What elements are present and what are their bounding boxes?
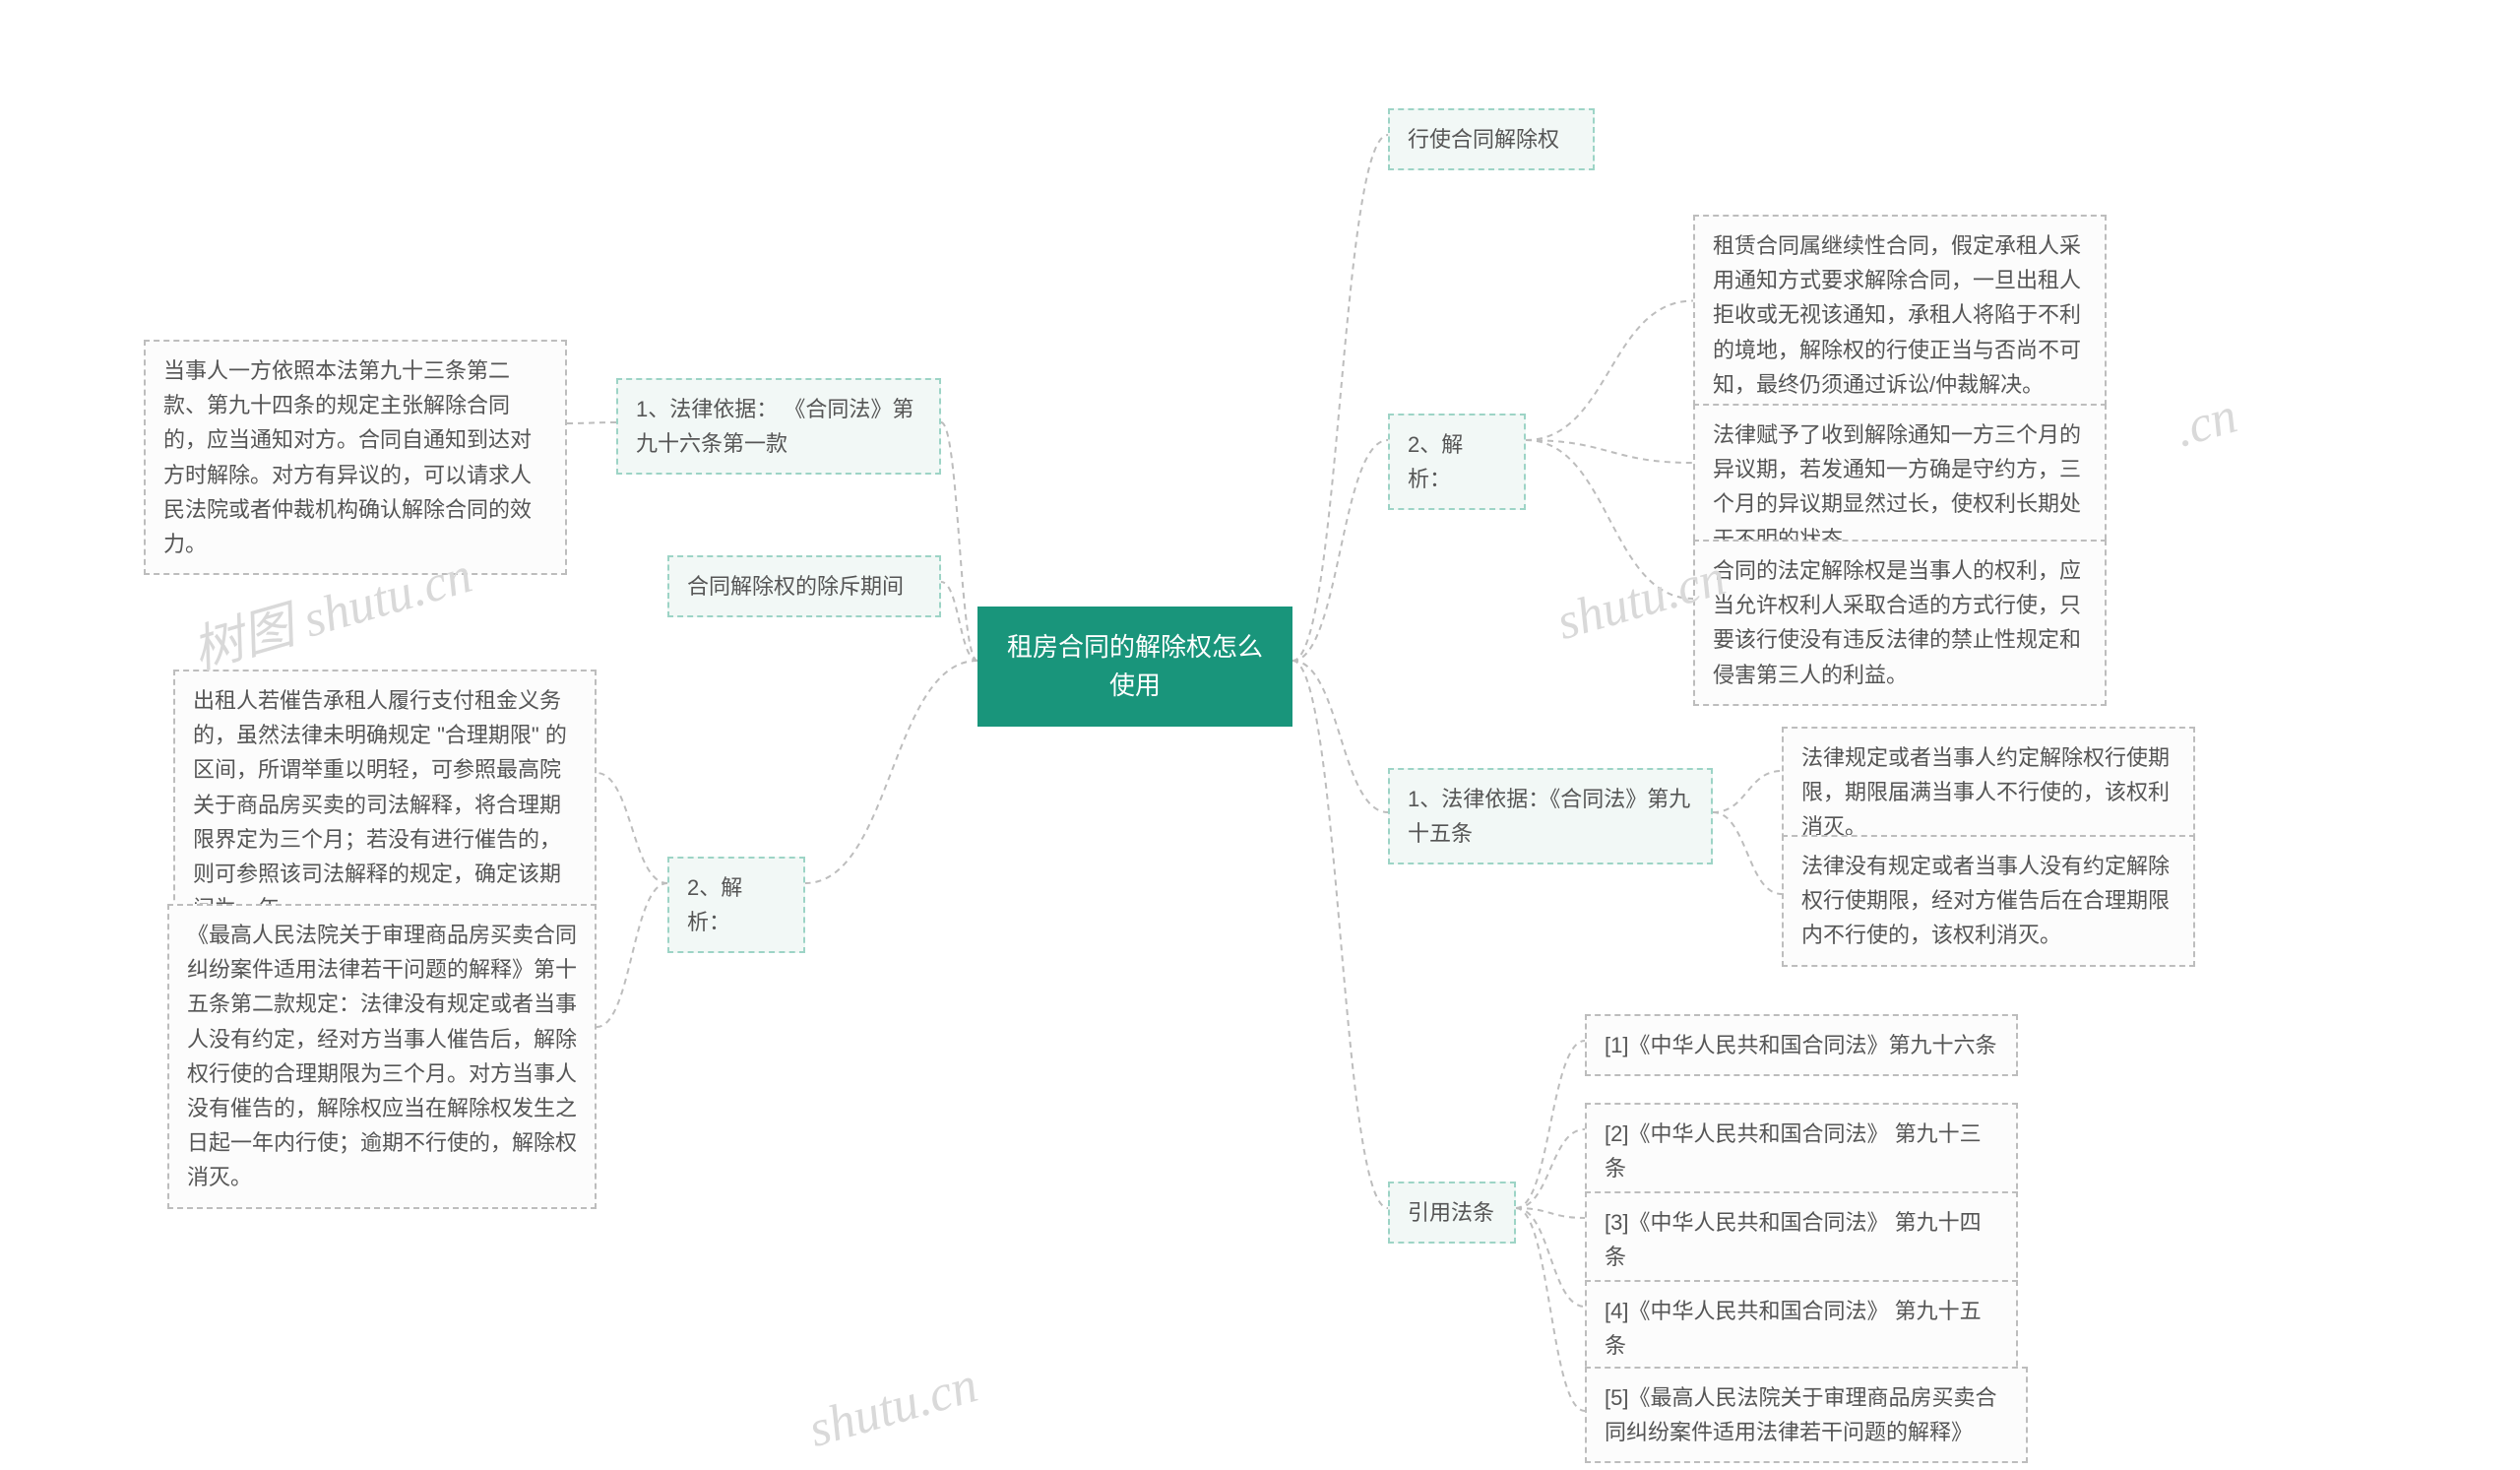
root-node: 租房合同的解除权怎么使用 (977, 607, 1292, 727)
branch-L1: 1、法律依据： 《合同法》第九十六条第一款 (616, 378, 941, 475)
branch-R1: 行使合同解除权 (1388, 108, 1595, 170)
leaf-R2a: 租赁合同属继续性合同，假定承租人采用通知方式要求解除合同，一旦出租人拒收或无视该… (1693, 215, 2107, 415)
leaf-R4a: [1]《中华人民共和国合同法》第九十六条 (1585, 1014, 2018, 1076)
leaf-R4d: [4]《中华人民共和国合同法》 第九十五条 (1585, 1280, 2018, 1376)
branch-R3: 1、法律依据：《合同法》第九十五条 (1388, 768, 1713, 864)
leaf-R2c: 合同的法定解除权是当事人的权利，应当允许权利人采取合适的方式行使，只要该行使没有… (1693, 540, 2107, 706)
watermark-2: shutu.cn (802, 1356, 983, 1459)
mindmap-canvas: 租房合同的解除权怎么使用 1、法律依据： 《合同法》第九十六条第一款当事人一方依照… (0, 0, 2520, 1470)
branch-L2: 合同解除权的除斥期间 (667, 555, 941, 617)
leaf-L3b: 《最高人民法院关于审理商品房买卖合同纠纷案件适用法律若干问题的解释》第十五条第二… (167, 904, 597, 1209)
leaf-R4c: [3]《中华人民共和国合同法》 第九十四条 (1585, 1191, 2018, 1288)
branch-R2: 2、解析： (1388, 414, 1526, 510)
leaf-R4b: [2]《中华人民共和国合同法》 第九十三条 (1585, 1103, 2018, 1199)
watermark-3: .cn (2169, 387, 2243, 460)
leaf-L3a: 出租人若催告承租人履行支付租金义务的，虽然法律未明确规定 "合理期限" 的区间，… (173, 670, 597, 939)
branch-R4: 引用法条 (1388, 1182, 1516, 1244)
branch-L3: 2、解析： (667, 857, 805, 953)
leaf-L1a: 当事人一方依照本法第九十三条第二款、第九十四条的规定主张解除合同的，应当通知对方… (144, 340, 567, 575)
leaf-R4e: [5]《最高人民法院关于审理商品房买卖合同纠纷案件适用法律若干问题的解释》 (1585, 1367, 2028, 1463)
leaf-R3b: 法律没有规定或者当事人没有约定解除权行使期限，经对方催告后在合理期限内不行使的，… (1782, 835, 2195, 967)
